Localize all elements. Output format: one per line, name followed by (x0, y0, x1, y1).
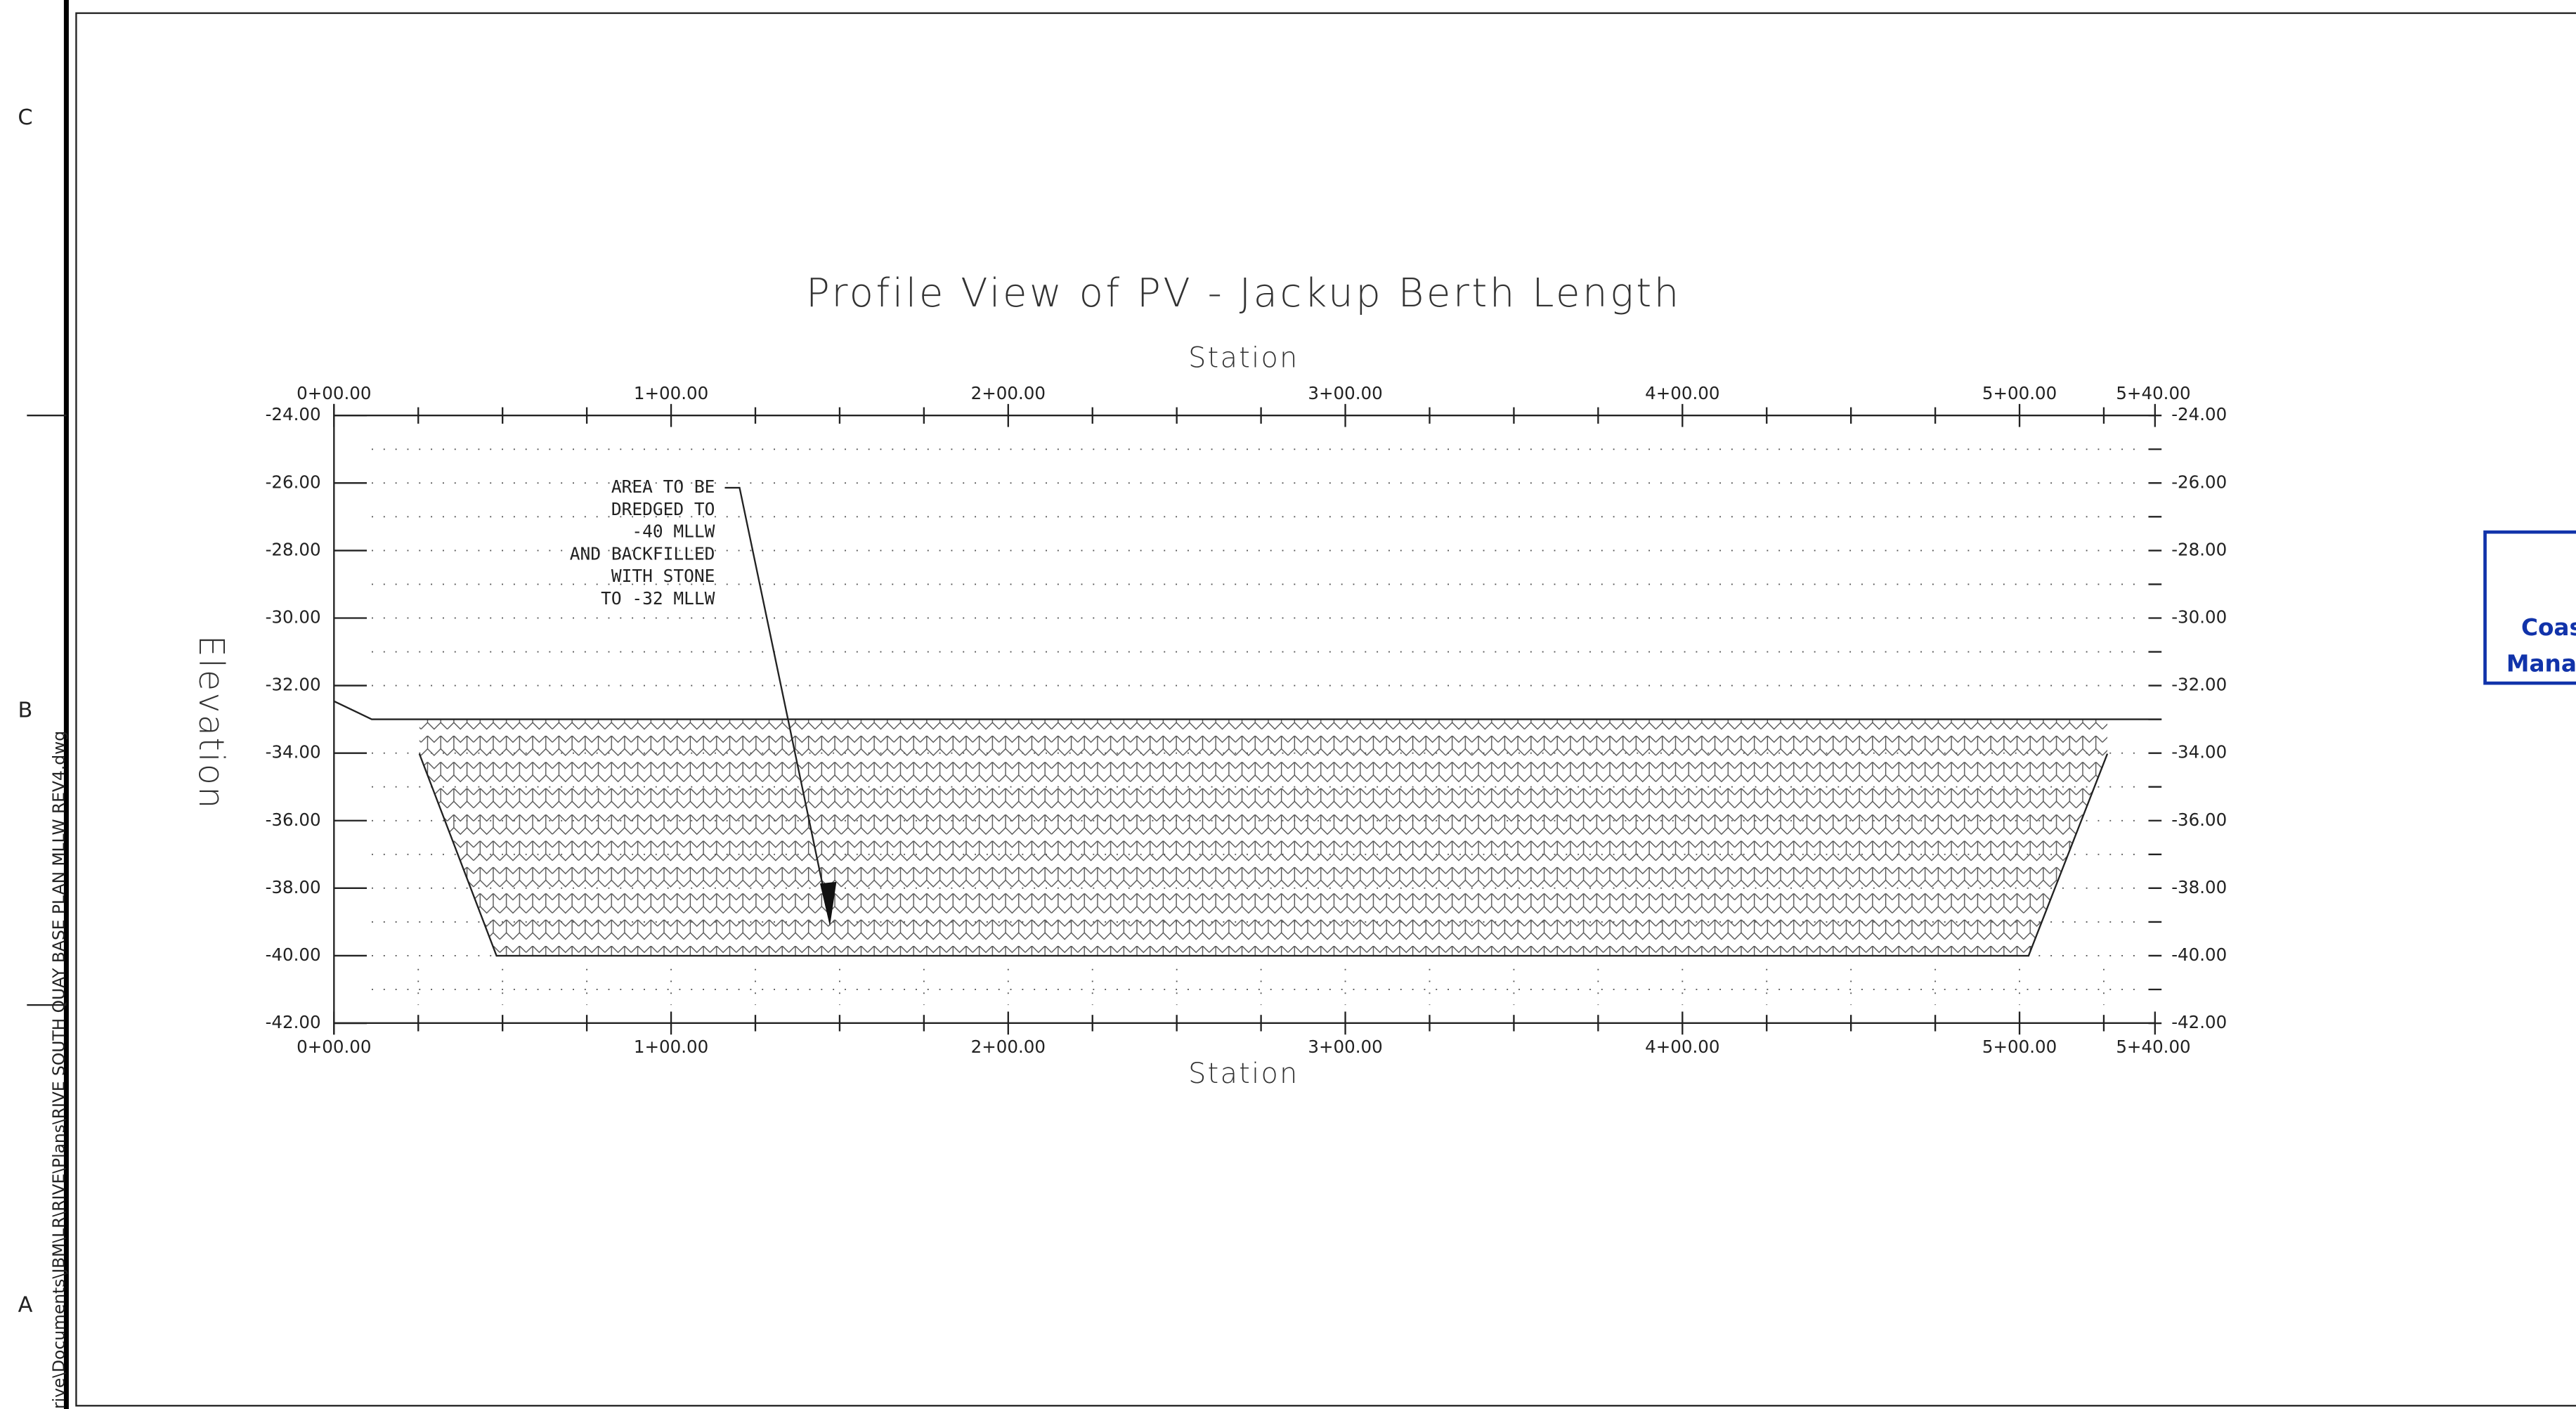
arrowhead (820, 881, 837, 926)
elevation-label: -28.00 (266, 539, 321, 559)
elevation-label: -40.00 (266, 944, 321, 965)
annotation-line: WITH STONE (611, 566, 715, 586)
zone-letter: C (18, 105, 32, 130)
dredge-line (418, 753, 2109, 957)
zone-letter: A (18, 1292, 33, 1317)
elevation-label: -26.00 (266, 472, 321, 492)
elevation-label: -30.00 (266, 606, 321, 627)
station-label: 4+00.00 (1645, 383, 1719, 403)
station-label: 4+00.00 (1645, 1037, 1719, 1057)
elevation-label: -28.00 (2171, 539, 2227, 559)
elevation-label: -42.00 (266, 1012, 321, 1032)
elevation-label: -32.00 (266, 675, 321, 695)
zone-letter: B (18, 698, 33, 722)
annotation-line: DREDGED TO (611, 499, 715, 519)
axis-label: Elevation (191, 635, 232, 810)
elevation-label: -34.00 (2171, 742, 2227, 762)
elevation-label: -34.00 (266, 742, 321, 762)
axis-label: Station (1188, 1058, 1299, 1090)
station-label: 1+00.00 (634, 1037, 708, 1057)
design-line (333, 700, 2162, 720)
station-label: 5+00.00 (1982, 383, 2057, 403)
elevation-label: -38.00 (266, 877, 321, 897)
station-label: 1+00.00 (634, 383, 708, 403)
title-block-text: Mana (2506, 650, 2576, 677)
elevation-label: -26.00 (2171, 472, 2227, 492)
annotation-line: -40 MLLW (632, 521, 715, 542)
station-label: 3+00.00 (1308, 383, 1382, 403)
station-label: 0+00.00 (297, 383, 371, 403)
elevation-label: -32.00 (2171, 675, 2227, 695)
station-label: 5+40.00 (2116, 1037, 2190, 1057)
station-label: 3+00.00 (1308, 1037, 1382, 1057)
elevation-label: -40.00 (2171, 944, 2227, 965)
title-block-text: Coas (2521, 614, 2576, 641)
file-path: rive\Documents\JBM\LR\RIVE\Plans\RIVE SO… (49, 731, 69, 1409)
title-block (2483, 530, 2576, 685)
elevation-label: -24.00 (2171, 404, 2227, 424)
annotation-line: AREA TO BE (611, 476, 715, 497)
elevation-label: -42.00 (2171, 1012, 2227, 1032)
profile-title: Profile View of PV - Jackup Berth Length (806, 271, 1681, 316)
elevation-label: -38.00 (2171, 877, 2227, 897)
frame (75, 12, 2576, 1407)
leader (724, 486, 831, 920)
elevation-label: -24.00 (266, 404, 321, 424)
fill-area (419, 719, 2108, 956)
elevation-label: -30.00 (2171, 606, 2227, 627)
axis-label: Station (1188, 342, 1299, 374)
elevation-label: -36.00 (266, 810, 321, 830)
annotation-line: TO -32 MLLW (601, 588, 715, 609)
annotation-line: AND BACKFILLED (570, 543, 715, 564)
station-label: 2+00.00 (971, 1037, 1046, 1057)
station-label: 2+00.00 (971, 383, 1046, 403)
station-label: 5+00.00 (1982, 1037, 2057, 1057)
elevation-label: -36.00 (2171, 810, 2227, 830)
station-label: 0+00.00 (297, 1037, 371, 1057)
station-label: 5+40.00 (2116, 383, 2190, 403)
